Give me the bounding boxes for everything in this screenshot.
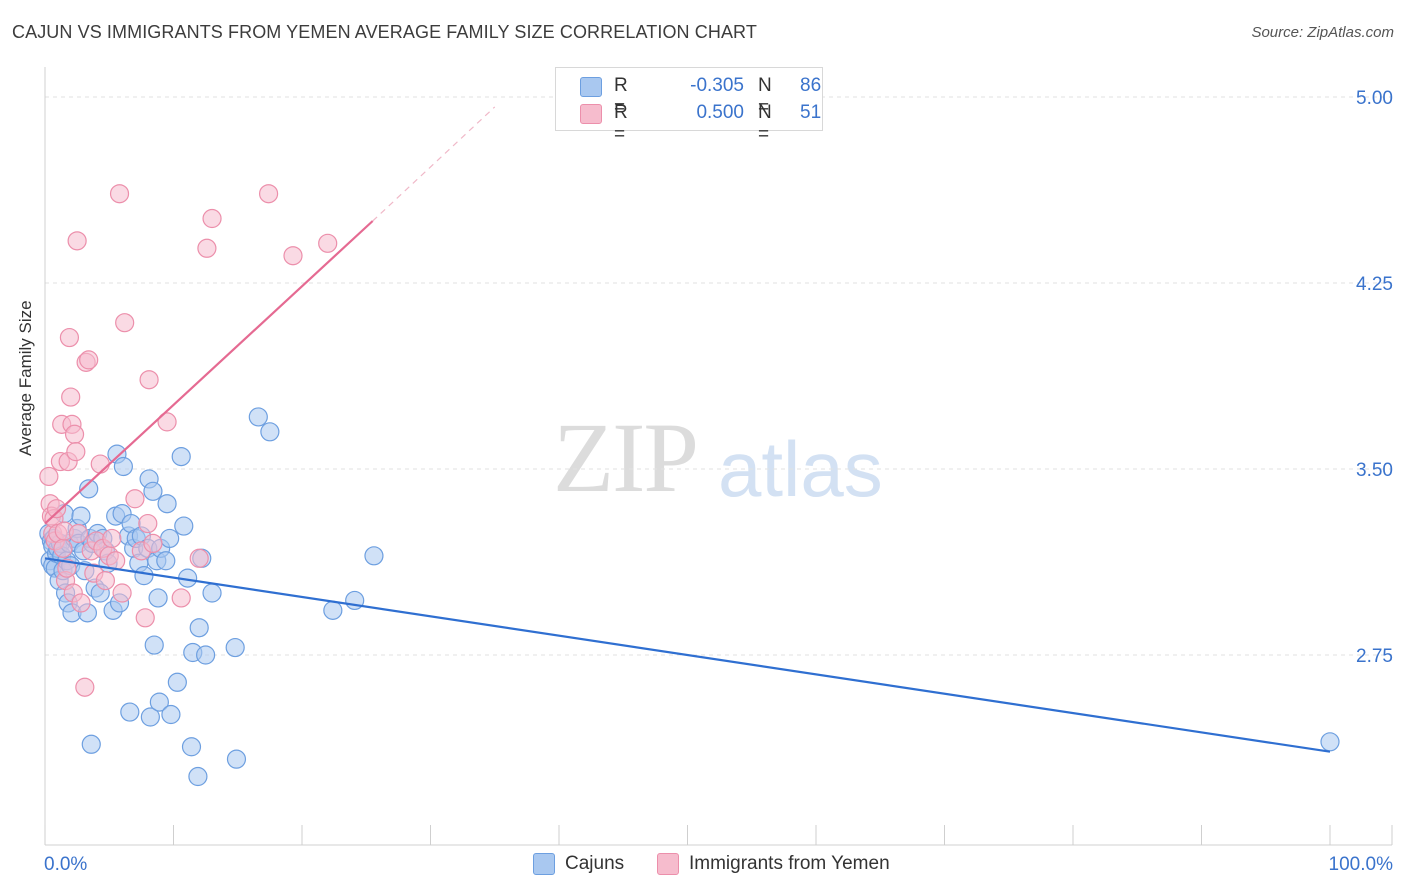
yemen-point	[143, 533, 163, 554]
cajun-point	[174, 516, 194, 536]
cajun-point	[148, 588, 168, 608]
y-tick-label: 5.00	[1356, 88, 1393, 109]
y-tick-label: 3.50	[1356, 460, 1393, 481]
yemen-point	[61, 387, 81, 407]
bottom-legend-swatch-cajuns	[533, 853, 555, 875]
cajun-point	[161, 704, 181, 725]
cajun-point	[202, 583, 222, 603]
yemen-point	[138, 513, 158, 534]
legend-n-label: N =	[758, 75, 772, 118]
yemen-point	[202, 208, 222, 229]
cajun-point	[157, 494, 177, 514]
cajun-point	[160, 528, 180, 549]
yemen-point	[318, 233, 338, 253]
yemen-point	[66, 442, 86, 462]
cajun-point	[1320, 732, 1340, 752]
bottom-legend-label: Immigrants from Yemen	[689, 853, 890, 874]
yemen-point	[102, 528, 122, 549]
legend-r-label: R =	[614, 102, 628, 145]
yemen-point	[67, 231, 87, 251]
x-tick-label: 100.0%	[1329, 854, 1394, 875]
yemen-point	[59, 327, 80, 348]
cajun-point	[188, 766, 208, 787]
legend-n-value: 86	[800, 75, 822, 96]
yemen-point	[46, 499, 67, 519]
cajun-point	[171, 447, 191, 467]
yemen-point	[283, 246, 303, 266]
yemen-point	[39, 466, 59, 487]
yemen-point	[71, 593, 91, 613]
cajun-point	[120, 702, 140, 722]
y-tick-label: 2.75	[1356, 646, 1393, 667]
cajun-point	[144, 635, 164, 655]
legend-r-value: 0.500	[696, 102, 744, 123]
y-tick-label: 4.25	[1356, 274, 1393, 295]
watermark-zip: ZIP	[553, 402, 699, 513]
yemen-trend-extension	[372, 106, 496, 222]
yemen-point	[90, 454, 110, 474]
cajun-point	[323, 600, 343, 620]
cajun-point	[196, 645, 216, 665]
legend-swatch-yemen	[580, 104, 602, 124]
cajun-trend-line	[44, 557, 1331, 753]
yemen-point	[258, 184, 279, 204]
cajun-point	[143, 481, 163, 501]
yemen-point	[171, 588, 191, 608]
yemen-point	[57, 558, 77, 578]
y-axis-label: Average Family Size	[16, 300, 35, 456]
yemen-point	[189, 548, 209, 568]
yemen-point	[68, 523, 89, 544]
legend-n-value: 51	[800, 102, 822, 123]
cajun-point	[134, 566, 154, 586]
yemen-point	[64, 424, 85, 444]
yemen-point	[109, 184, 130, 204]
yemen-trend-line	[44, 220, 374, 525]
correlation-legend: R = -0.305 N = 86 R = 0.500 N = 51	[555, 67, 823, 145]
cajun-point	[226, 749, 247, 769]
yemen-point	[157, 412, 177, 432]
yemen-point	[75, 677, 95, 697]
cajun-point	[81, 734, 101, 754]
cajun-point	[79, 479, 99, 499]
cajun-point	[181, 737, 202, 757]
yemen-point	[95, 570, 115, 591]
cajun-point	[225, 637, 245, 658]
cajun-point	[140, 707, 160, 727]
cajun-point	[260, 422, 280, 442]
cajun-point	[167, 672, 187, 692]
yemen-point	[125, 489, 145, 509]
chart-title: CAJUN VS IMMIGRANTS FROM YEMEN AVERAGE F…	[12, 22, 757, 42]
cajun-point	[189, 618, 209, 638]
cajun-point	[149, 692, 169, 712]
x-tick-label: 0.0%	[44, 854, 87, 875]
cajun-point	[156, 551, 176, 571]
legend-r-value: -0.305	[690, 75, 744, 96]
bottom-legend-swatch-yemen	[657, 853, 679, 875]
bottom-legend-label: Cajuns	[565, 853, 625, 874]
legend-r-label: R =	[614, 75, 628, 118]
yemen-point	[53, 538, 73, 558]
legend-swatch-cajuns	[580, 77, 602, 97]
yemen-point	[197, 238, 217, 258]
cajun-point	[71, 506, 91, 526]
legend-n-label: N =	[758, 102, 772, 145]
yemen-point	[115, 313, 135, 333]
yemen-point	[139, 370, 159, 390]
source-credit: Source: ZipAtlas.com	[1251, 24, 1394, 41]
cajun-point	[113, 456, 133, 477]
cajun-point	[364, 546, 384, 566]
yemen-point	[79, 350, 99, 370]
yemen-point	[112, 583, 132, 603]
cajun-point	[248, 407, 268, 427]
yemen-point	[135, 608, 155, 628]
